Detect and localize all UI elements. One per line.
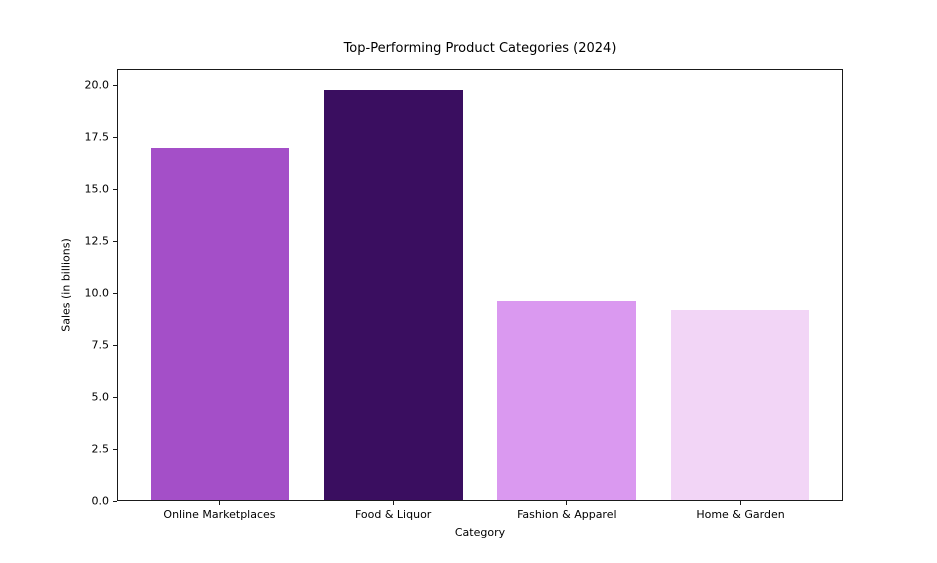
x-tick-mark	[392, 501, 394, 505]
y-tick-label: 7.5	[91, 338, 110, 352]
x-tick-mark	[218, 501, 220, 505]
x-axis-label: Category	[454, 526, 506, 539]
y-tick-label: 15.0	[84, 182, 110, 196]
y-tick-mark	[113, 188, 117, 190]
bars-layer	[118, 70, 842, 500]
y-tick-label: 20.0	[84, 78, 110, 92]
x-tick-mark	[740, 501, 742, 505]
x-tick-mark	[566, 501, 568, 505]
y-tick-label: 5.0	[91, 390, 110, 404]
chart-title: Top-Performing Product Categories (2024)	[343, 41, 617, 56]
y-tick-label: 0.0	[91, 494, 110, 508]
y-tick-label: 12.5	[84, 234, 110, 248]
y-tick-mark	[113, 292, 117, 294]
y-axis-ticks: 0.0 2.5 5.0 7.5 10.0 12.5 15.0 17.5 20.0	[0, 69, 117, 508]
y-tick-mark	[113, 84, 117, 86]
x-axis-ticks: Online Marketplaces Food & Liquor Fashion …	[117, 501, 843, 527]
y-tick-label: 17.5	[84, 130, 110, 144]
bar-fashion-apparel	[497, 301, 636, 500]
x-tick-label: Food & Liquor	[354, 508, 432, 521]
y-tick-mark	[113, 240, 117, 242]
y-tick-mark	[113, 396, 117, 398]
bar-food-liquor	[324, 90, 463, 500]
x-tick-label: Home & Garden	[696, 508, 785, 521]
y-tick-mark	[113, 448, 117, 450]
x-tick-label: Fashion & Apparel	[517, 508, 617, 521]
y-tick-mark	[113, 344, 117, 346]
y-tick-mark	[113, 136, 117, 138]
y-tick-mark	[113, 500, 117, 502]
y-tick-label: 10.0	[84, 286, 110, 300]
plot-area	[117, 69, 843, 501]
bar-home-garden	[670, 309, 810, 500]
y-tick-label: 2.5	[91, 442, 110, 456]
x-tick-label: Online Marketplaces	[163, 508, 276, 521]
bar-online-marketplaces	[150, 148, 290, 500]
